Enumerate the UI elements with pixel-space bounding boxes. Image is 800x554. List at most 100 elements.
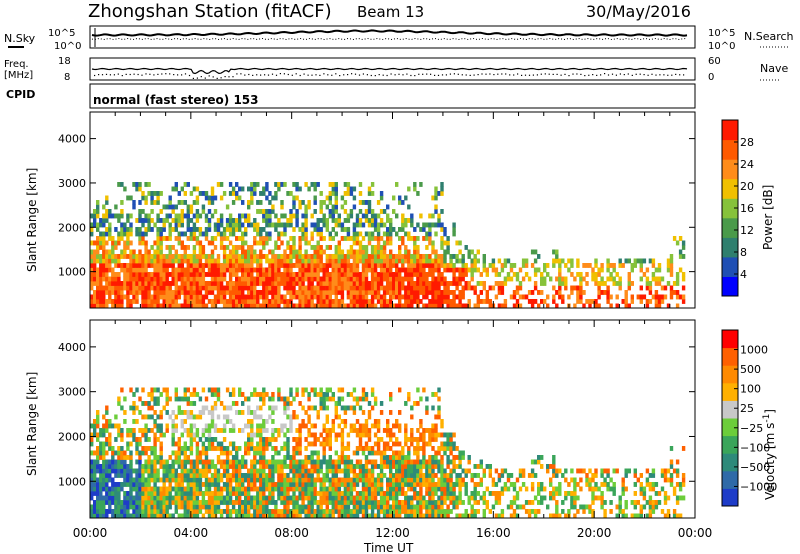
- power-cell: [207, 240, 212, 246]
- velocity-cell: [389, 495, 393, 501]
- power-cell: [144, 245, 148, 250]
- velocity-cell: [156, 504, 160, 510]
- velocity-cell: [108, 491, 112, 496]
- power-cell: [443, 258, 447, 264]
- velocity-cell: [228, 473, 233, 478]
- power-cell: [238, 245, 242, 250]
- power-cell: [675, 272, 680, 277]
- velocity-cell: [386, 459, 390, 465]
- power-cell: [219, 299, 224, 304]
- velocity-cell: [186, 410, 190, 415]
- velocity-cell: [298, 432, 302, 438]
- power-cell: [283, 231, 287, 237]
- power-cell: [389, 299, 393, 304]
- power-cell: [256, 276, 260, 282]
- velocity-cell: [138, 428, 142, 433]
- velocity-cell: [174, 500, 178, 505]
- power-cell: [349, 281, 354, 286]
- power-cell: [256, 290, 260, 295]
- power-cell: [343, 276, 348, 282]
- velocity-cell: [404, 477, 408, 483]
- velocity-cell: [129, 428, 133, 433]
- power-cell: [235, 182, 239, 187]
- velocity-cell: [111, 446, 115, 451]
- velocity-cell: [364, 473, 369, 478]
- power-cell: [410, 263, 414, 268]
- velocity-cell: [307, 504, 311, 510]
- nave-point: [445, 74, 447, 76]
- velocity-cell: [141, 387, 145, 393]
- power-cell: [129, 299, 133, 304]
- power-cell: [579, 281, 583, 286]
- power-cell: [274, 267, 278, 273]
- power-cell: [503, 303, 508, 309]
- power-cell: [168, 299, 172, 304]
- velocity-cell: [183, 495, 187, 501]
- power-cell: [666, 263, 671, 268]
- velocity-cell: [189, 414, 194, 420]
- power-cell: [280, 281, 284, 286]
- velocity-cell: [147, 414, 151, 420]
- velocity-cell: [141, 464, 145, 469]
- power-cell: [129, 240, 133, 246]
- power-cell: [437, 303, 441, 309]
- power-cell: [153, 222, 157, 228]
- power-cell: [419, 267, 423, 273]
- power-cell: [135, 294, 139, 300]
- power-cell: [340, 263, 345, 268]
- velocity-cell: [346, 464, 351, 469]
- velocity-cell: [328, 387, 332, 393]
- power-cell: [102, 263, 106, 268]
- velocity-cell: [304, 504, 308, 510]
- velocity-cell: [376, 513, 381, 519]
- power-cell: [114, 276, 118, 282]
- velocity-cell: [120, 468, 124, 474]
- nave-point: [157, 73, 159, 75]
- velocity-cell: [93, 509, 97, 514]
- nave-point: [275, 74, 278, 76]
- velocity-cell: [189, 513, 194, 519]
- velocity-cell: [216, 473, 221, 478]
- velocity-cell: [349, 509, 354, 514]
- power-cell: [114, 290, 118, 295]
- velocity-cell: [322, 473, 326, 478]
- velocity-cell: [138, 491, 142, 496]
- velocity-cell: [165, 500, 169, 505]
- velocity-cell: [147, 392, 151, 397]
- power-cell: [304, 209, 308, 214]
- power-cell: [280, 294, 284, 300]
- velocity-cell: [207, 428, 212, 433]
- power-cell: [386, 303, 390, 309]
- velocity-cell: [379, 437, 384, 442]
- power-cell: [195, 258, 200, 264]
- velocity-cell: [183, 486, 187, 492]
- power-cell: [289, 249, 293, 255]
- velocity-cell: [367, 414, 372, 420]
- power-cell: [262, 191, 266, 196]
- power-cell: [250, 263, 254, 268]
- power-cell: [186, 285, 190, 291]
- power-cell: [216, 276, 221, 282]
- velocity-cell: [186, 500, 190, 505]
- power-cell: [231, 186, 236, 192]
- velocity-cell: [144, 446, 148, 451]
- power-cell: [642, 294, 647, 300]
- velocity-cell: [96, 419, 100, 424]
- velocity-cell: [382, 428, 387, 433]
- velocity-cell: [355, 459, 360, 465]
- velocity-cell: [295, 500, 299, 505]
- power-cell: [219, 195, 224, 201]
- velocity-cell: [395, 495, 399, 501]
- power-cell: [262, 276, 266, 282]
- power-cell: [277, 272, 281, 277]
- velocity-cell: [241, 455, 245, 460]
- velocity-cell: [244, 473, 248, 478]
- velocity-cell: [123, 419, 127, 424]
- power-cell: [651, 294, 656, 300]
- power-cell: [669, 267, 674, 273]
- velocity-cell: [298, 495, 302, 501]
- nave-point: [184, 73, 187, 75]
- power-cell: [437, 272, 441, 277]
- velocity-cell: [138, 509, 142, 514]
- power-cell: [349, 299, 354, 304]
